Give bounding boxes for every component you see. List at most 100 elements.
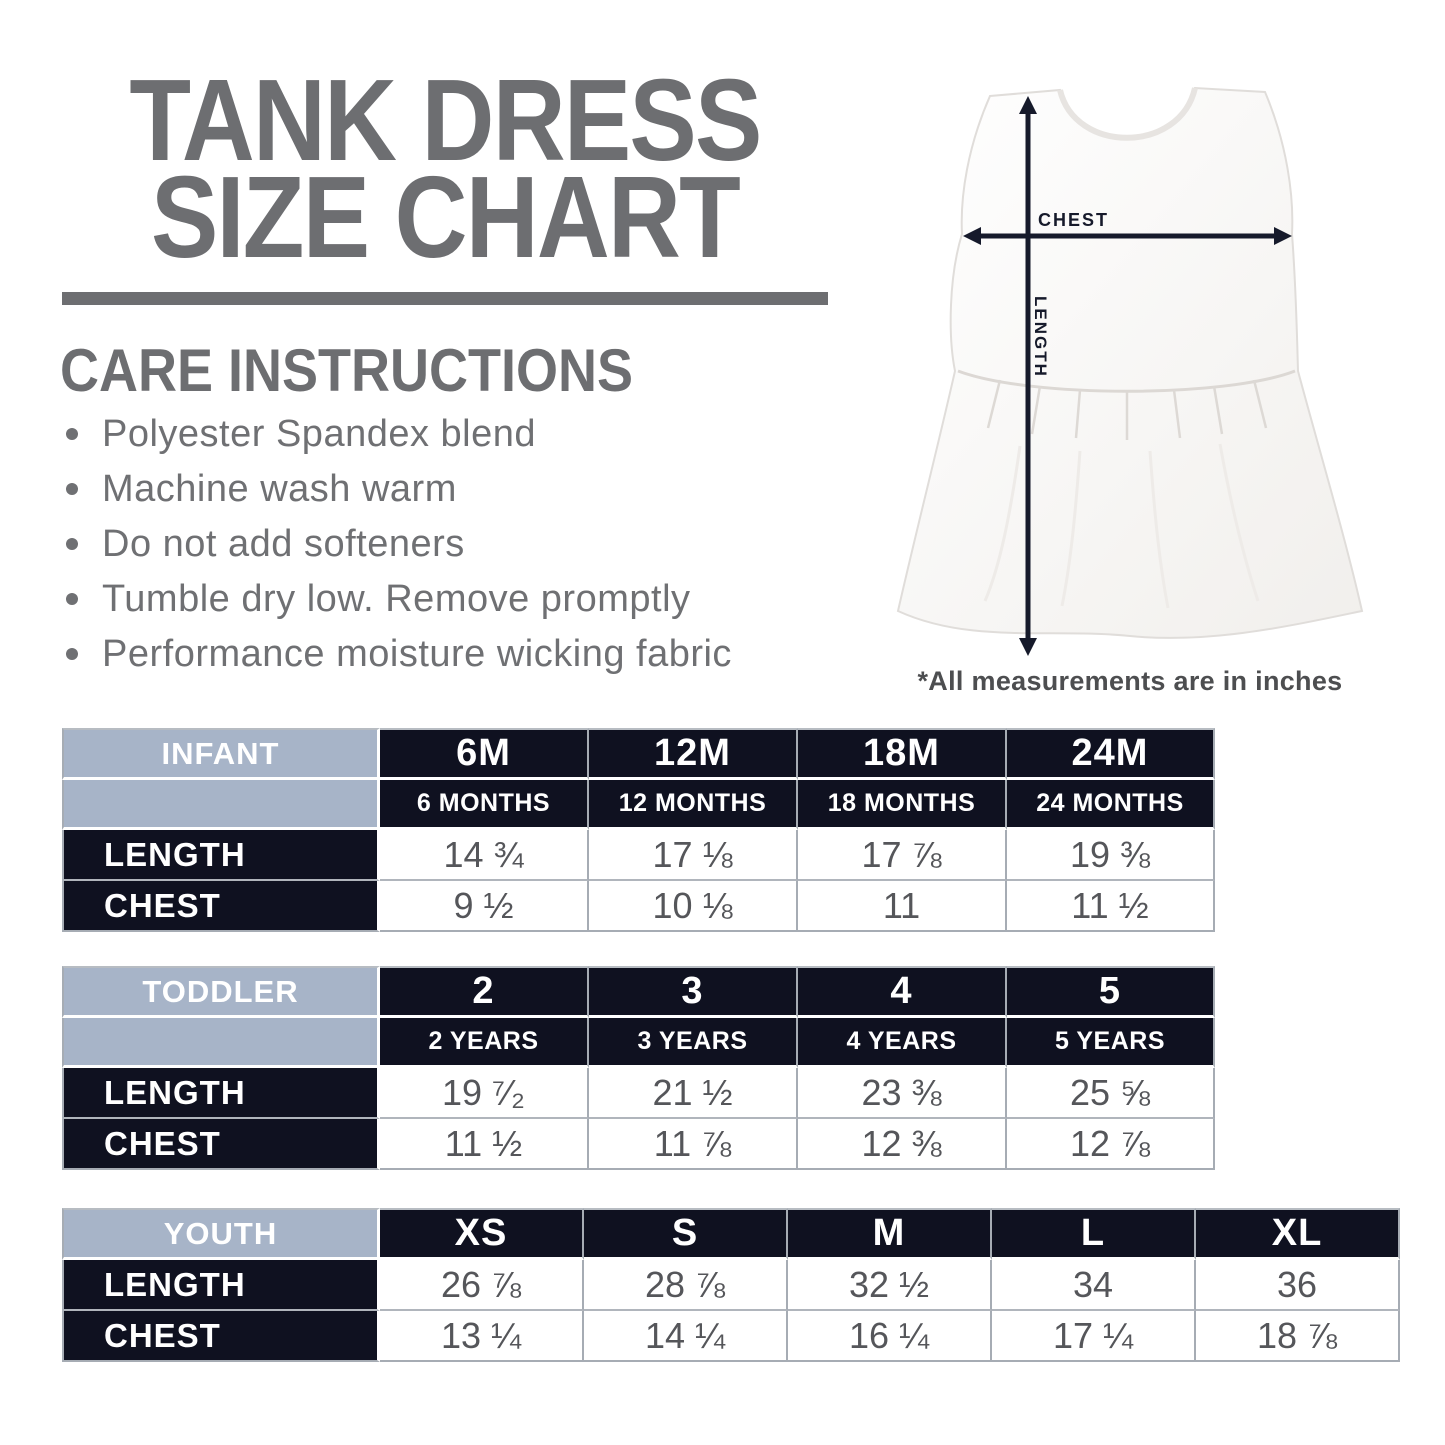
size-sublabel: 24 MONTHS	[1007, 780, 1215, 830]
measurement-value: 25 ⅝	[1007, 1068, 1215, 1119]
care-item: Performance moisture wicking fabric	[66, 634, 866, 674]
size-header: 6M	[380, 728, 589, 780]
table-row: CHEST 11 ½ 11 ⅞ 12 ⅜ 12 ⅞	[62, 1119, 1215, 1170]
measurement-note: *All measurements are in inches	[917, 666, 1343, 696]
care-item: Tumble dry low. Remove promptly	[66, 579, 866, 619]
row-label-chest: CHEST	[62, 881, 380, 932]
care-item-text: Machine wash warm	[102, 468, 457, 510]
measurement-value: 21 ½	[589, 1068, 798, 1119]
bullet-icon	[66, 648, 78, 660]
measurement-value: 18 ⅞	[1196, 1311, 1400, 1362]
size-header: M	[788, 1208, 992, 1260]
measurement-value: 11 ⅞	[589, 1119, 798, 1170]
page-title-line1: TANK DRESS	[129, 55, 762, 185]
size-sublabel: 2 YEARS	[380, 1018, 589, 1068]
size-header: 18M	[798, 728, 1007, 780]
size-header: 3	[589, 966, 798, 1018]
care-instructions-list: Polyester Spandex blend Machine wash war…	[66, 414, 866, 689]
care-item: Machine wash warm	[66, 469, 866, 509]
size-header: L	[992, 1208, 1196, 1260]
size-sublabel: 4 YEARS	[798, 1018, 1007, 1068]
dress-illustration: CHEST LENGTH	[896, 86, 1364, 656]
care-item-text: Performance moisture wicking fabric	[102, 633, 732, 675]
measurement-value: 11 ½	[1007, 881, 1215, 932]
group-spacer	[62, 1018, 380, 1068]
table-row: 6 MONTHS 12 MONTHS 18 MONTHS 24 MONTHS	[62, 780, 1215, 830]
chest-arrow	[963, 227, 1292, 245]
dress-folds	[983, 443, 1260, 609]
measurement-value: 14 ¾	[380, 830, 589, 881]
toddler-size-table: TODDLER 2 3 4 5 2 YEARS 3 YEARS 4 YEARS …	[62, 966, 1215, 1170]
measurement-value: 28 ⅞	[584, 1260, 788, 1311]
measurement-value: 36	[1196, 1260, 1400, 1311]
dress-waist-seam	[957, 369, 1296, 393]
measurement-value: 19 ⅜	[1007, 830, 1215, 881]
group-label-toddler: TODDLER	[62, 966, 380, 1018]
table-row: LENGTH 14 ¾ 17 ⅛ 17 ⅞ 19 ⅜	[62, 830, 1215, 881]
size-header: 4	[798, 966, 1007, 1018]
size-header: 12M	[589, 728, 798, 780]
care-instructions-heading: CARE INSTRUCTIONS	[60, 337, 634, 404]
row-label-length: LENGTH	[62, 1068, 380, 1119]
table-row: LENGTH 19 ⁷⁄₂ 21 ½ 23 ⅜ 25 ⅝	[62, 1068, 1215, 1119]
measurement-value: 17 ¼	[992, 1311, 1196, 1362]
measurement-value: 12 ⅜	[798, 1119, 1007, 1170]
measurement-value: 34	[992, 1260, 1196, 1311]
length-label: LENGTH	[1031, 296, 1050, 378]
length-arrow	[1019, 96, 1037, 656]
bullet-icon	[66, 483, 78, 495]
measurement-value: 19 ⁷⁄₂	[380, 1068, 589, 1119]
table-row: CHEST 13 ¼ 14 ¼ 16 ¼ 17 ¼ 18 ⅞	[62, 1311, 1400, 1362]
measurement-value: 13 ¼	[380, 1311, 584, 1362]
measurement-value: 17 ⅛	[589, 830, 798, 881]
table-row: TODDLER 2 3 4 5	[62, 966, 1215, 1018]
care-item: Polyester Spandex blend	[66, 414, 866, 454]
page-title: TANK DRESS SIZE CHART	[62, 55, 828, 275]
row-label-chest: CHEST	[62, 1311, 380, 1362]
size-sublabel: 3 YEARS	[589, 1018, 798, 1068]
dress-gathers	[986, 379, 1268, 440]
care-item-text: Tumble dry low. Remove promptly	[102, 578, 691, 620]
measurement-value: 14 ¼	[584, 1311, 788, 1362]
dress-neckline	[1057, 87, 1198, 141]
size-sublabel: 6 MONTHS	[380, 780, 589, 830]
measurement-value: 17 ⅞	[798, 830, 1007, 881]
bullet-icon	[66, 538, 78, 550]
size-sublabel: 5 YEARS	[1007, 1018, 1215, 1068]
bullet-icon	[66, 593, 78, 605]
youth-size-table: YOUTH XS S M L XL LENGTH 26 ⅞ 28 ⅞ 32 ½ …	[62, 1208, 1400, 1362]
measurement-value: 11	[798, 881, 1007, 932]
title-underline	[62, 292, 828, 305]
size-sublabel: 18 MONTHS	[798, 780, 1007, 830]
size-header: 5	[1007, 966, 1215, 1018]
size-header: XL	[1196, 1208, 1400, 1260]
measurement-value: 12 ⅞	[1007, 1119, 1215, 1170]
group-label-infant: INFANT	[62, 728, 380, 780]
care-item: Do not add softeners	[66, 524, 866, 564]
size-header: S	[584, 1208, 788, 1260]
measurement-value: 9 ½	[380, 881, 589, 932]
table-row: 2 YEARS 3 YEARS 4 YEARS 5 YEARS	[62, 1018, 1215, 1068]
table-row: CHEST 9 ½ 10 ⅛ 11 11 ½	[62, 881, 1215, 932]
row-label-length: LENGTH	[62, 830, 380, 881]
measurement-value: 10 ⅛	[589, 881, 798, 932]
table-row: INFANT 6M 12M 18M 24M	[62, 728, 1215, 780]
group-spacer	[62, 780, 380, 830]
row-label-length: LENGTH	[62, 1260, 380, 1311]
measurement-value: 16 ¼	[788, 1311, 992, 1362]
chest-label: CHEST	[1038, 210, 1109, 230]
measurement-value: 11 ½	[380, 1119, 589, 1170]
size-header: 24M	[1007, 728, 1215, 780]
care-item-text: Do not add softeners	[102, 523, 465, 565]
row-label-chest: CHEST	[62, 1119, 380, 1170]
size-header: XS	[380, 1208, 584, 1260]
measurement-value: 23 ⅜	[798, 1068, 1007, 1119]
bullet-icon	[66, 428, 78, 440]
table-row: YOUTH XS S M L XL	[62, 1208, 1400, 1260]
dress-silhouette	[896, 86, 1364, 639]
measurement-value: 26 ⅞	[380, 1260, 584, 1311]
care-item-text: Polyester Spandex blend	[102, 413, 537, 455]
table-row: LENGTH 26 ⅞ 28 ⅞ 32 ½ 34 36	[62, 1260, 1400, 1311]
dress-measurement-figure: CHEST LENGTH	[850, 56, 1410, 660]
